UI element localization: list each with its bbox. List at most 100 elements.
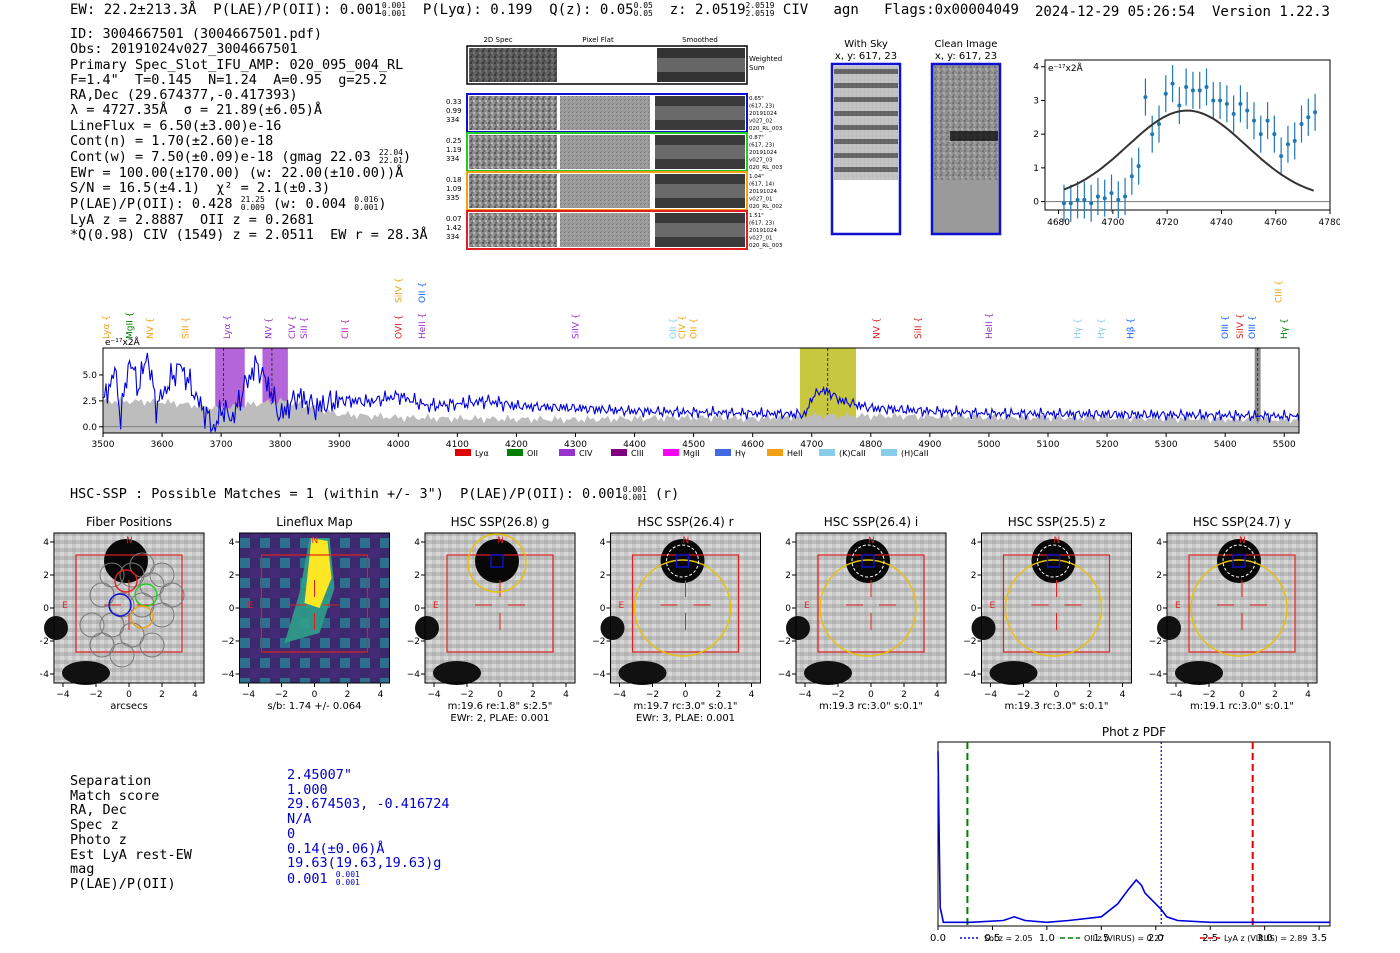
hsc-source-ellipse <box>666 544 699 578</box>
line-fit-point <box>1143 95 1148 100</box>
hsc-panel-title: HSC SSP(24.7) y <box>1193 515 1291 529</box>
hsc-source-left <box>971 616 996 640</box>
fiber-circle <box>89 632 115 658</box>
spectrum-xtick-label: 4300 <box>564 440 587 450</box>
info-obs: Obs: 20191024v027_3004667501 <box>70 41 298 58</box>
hsc-search-box <box>260 554 369 653</box>
spectrum-line-marker: Hβ { <box>1127 318 1137 339</box>
hsc-xtick-label: 0 <box>683 690 689 700</box>
spectrum-legend-swatch <box>663 449 679 456</box>
hsc-ytick-label: −2 <box>407 637 420 647</box>
fiber-highlight <box>114 569 138 593</box>
header-datetime: 2024-12-29 05:26:54 <box>1034 4 1196 20</box>
clean-image-xy: x, y: 617, 23 <box>935 51 997 62</box>
info-contw-lo: 22.01 <box>378 156 403 166</box>
spectrum-line-marker: Hγ { <box>1097 318 1107 339</box>
cutout-right-label: 20191024 <box>749 189 777 195</box>
hsc-panel: HSC SSP(26.4) i N E −4 −4 −2 −2 0 0 2 2 4 4 m:19.3 rc… <box>778 515 947 712</box>
spectrum-axes: 3500 3600 3700 3800 3900 4000 4100 4200 4300 4400… <box>83 371 1296 450</box>
match-value-radec: 29.674503, -0.416724 <box>287 796 450 813</box>
hsc-compass-n: N <box>1054 536 1061 546</box>
fiber-circle <box>129 592 155 618</box>
match-label-separation: Separation <box>70 773 152 789</box>
header-ew: EW: 22.2±213.3Å <box>70 2 197 18</box>
weighted-sum-row <box>466 45 748 85</box>
cutout-right-label: 0.65" <box>749 96 764 102</box>
photz-xtick-label: 2.0 <box>1148 933 1164 944</box>
line-fit-xtick-label: 4680 <box>1047 218 1070 228</box>
info-id: ID: 3004667501 (3004667501.pdf) <box>70 26 322 42</box>
hsc-xtick-label: 0 <box>1054 690 1060 700</box>
header-timestamp: 2024-12-29 05:26:54 Version 1.22.3 <box>1035 4 1330 20</box>
hsc-ytick-label: −4 <box>407 670 421 680</box>
cutout-left-label: 0.33 <box>446 98 462 106</box>
line-fit-point <box>1123 194 1128 199</box>
clean-image <box>930 62 1002 236</box>
line-fit-point <box>1075 197 1080 202</box>
spectrum-xtick-label: 4600 <box>741 440 764 450</box>
line-fit-point <box>1224 101 1229 106</box>
line-fit-marks <box>1045 65 1330 222</box>
photz-marks <box>937 742 1330 926</box>
cutout-2dspec <box>469 96 557 130</box>
spectrum-legend-swatch <box>455 449 471 456</box>
hsc-xtick-label: −2 <box>1017 690 1030 700</box>
spectrum-line-marker: CIV { <box>288 315 298 339</box>
match-value-plae-lo: 0.001 <box>335 877 360 887</box>
spectrum-line-markers: Lyα {MgII {NV {SiII {Lyα {NV {CIV {SiII … <box>102 277 1290 339</box>
spectrum-line-marker: OVI { <box>394 315 404 339</box>
hsc-ytick-label: 0 <box>971 604 977 614</box>
match-value-plae: 0.001 0.001 0.001 <box>287 870 450 887</box>
cutout-left-label: 335 <box>446 194 459 202</box>
info-plae-range: 21.25 0.009 <box>241 196 265 212</box>
hsc-panel-title: HSC SSP(26.4) r <box>637 515 733 529</box>
hsc-compass-n: N <box>497 536 504 546</box>
spectrum-legend-swatch <box>559 449 575 456</box>
hsc-compass-e: E <box>804 601 810 611</box>
header-plae: P(LAE)/P(OII): 0.001 <box>213 2 382 18</box>
hsc-panel: HSC SSP(26.4) r N E −4 −4 −2 −2 0 0 2 2 4 4 m:19.7 rc… <box>592 515 761 724</box>
hsc-panel-group: Fiber Positions N E −4 −4 −2 −2 0 0 2 2 4 4 arcsecs Li… <box>40 515 1318 724</box>
info-plae-up: 21.25 <box>240 195 265 205</box>
hsc-xtick-label: 2 <box>1272 690 1278 700</box>
hsc-compass-e: E <box>1175 601 1181 611</box>
spectrum-line-marker: OII { <box>418 282 428 303</box>
hsc-ytick-label: 4 <box>414 538 420 548</box>
hsc-xtick-label: 2 <box>901 690 907 700</box>
hsc-match-marker <box>1232 554 1246 568</box>
hsc-title: HSC-SSP : Possible Matches = 1 (within +… <box>70 486 679 503</box>
hsc-source-left <box>415 616 439 640</box>
line-fit-point <box>1190 88 1195 93</box>
spectrum-legend-swatch <box>611 449 627 456</box>
info-plae-text: P(LAE)/P(OII): 0.428 <box>70 196 233 213</box>
line-fit-point <box>1252 118 1256 123</box>
cutout-left-label: 1.19 <box>446 146 462 154</box>
hsc-xtick-label: 4 <box>1120 690 1126 700</box>
hsc-source-bottom <box>1175 661 1223 685</box>
spectrum-legend-label: Hγ <box>735 449 746 458</box>
spectrum-line-marker: Lyα { <box>102 315 112 339</box>
match-value-plae-range: 0.001 0.001 <box>335 870 360 887</box>
cutout-left-label: 1.42 <box>446 224 462 232</box>
hsc-xtick-label: −2 <box>831 690 844 700</box>
fiber-circle <box>109 592 135 618</box>
cutout-right-label: 1.51" <box>749 213 764 219</box>
info-contn: Cont(n) = 1.70(±2.60)e-18 <box>70 133 274 150</box>
info-contw-range: 22.04 22.01 <box>379 149 403 165</box>
cutout-right-label: (617, 14) <box>749 182 774 188</box>
spectrum-legend-label: OII <box>527 449 538 458</box>
hsc-compass-n: N <box>312 536 319 546</box>
hsc-xtick-label: −2 <box>275 690 288 700</box>
hsc-ytick-label: 4 <box>971 538 977 548</box>
header-line-id: CIV <box>782 2 809 18</box>
clean-image-title: Clean Image <box>935 39 998 50</box>
hsc-ytick-label: 2 <box>43 571 49 581</box>
hsc-ytick-label: 0 <box>414 604 420 614</box>
photz-xtick-label: 1.0 <box>1039 933 1055 944</box>
cutout-col-smoothed: Smoothed <box>682 36 718 44</box>
line-fit-ytick-label: 3 <box>1033 96 1039 106</box>
hsc-source-ellipse <box>851 544 885 578</box>
fiber-cutouts: 2D Spec Pixel Flat Smoothed Weighted Sum… <box>446 36 783 250</box>
hsc-source-left <box>1157 616 1181 640</box>
spectrum-xtick-label: 4400 <box>623 440 646 450</box>
